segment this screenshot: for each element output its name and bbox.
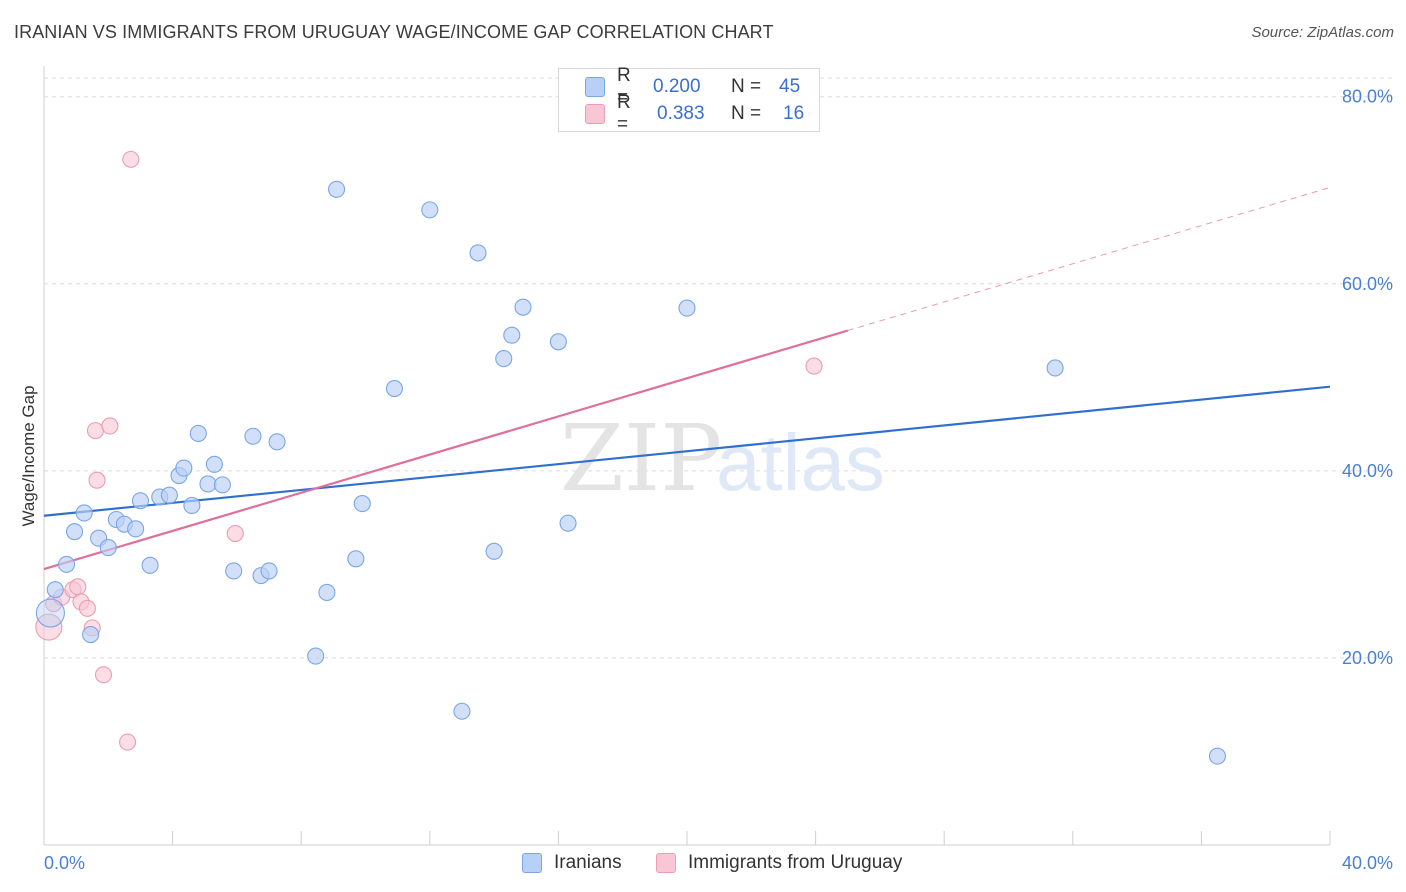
iranian-point (453, 702, 471, 720)
uruguay-point (101, 417, 119, 435)
iranian-point (318, 583, 336, 602)
legend-n-value: 45 (779, 76, 801, 97)
tick-labels: 20.0% 40.0% 60.0% 80.0% 0.0% 40.0% (44, 87, 1393, 873)
y-axis-label: Wage/Income Gap (19, 385, 38, 526)
legend-n-value: 16 (783, 103, 805, 124)
legend-row-iranians: R = 0.200 N = 45 (585, 65, 801, 108)
iranian-point (244, 427, 262, 445)
chart-source: Source: ZipAtlas.com (1251, 24, 1394, 41)
iranian-point (160, 486, 178, 504)
legend-r-value: 0.383 (657, 103, 705, 124)
iranian-point (260, 562, 278, 580)
chart-title: IRANIAN VS IMMIGRANTS FROM URUGUAY WAGE/… (14, 22, 774, 42)
iranian-point (131, 492, 149, 510)
legend-r-value: 0.200 (653, 76, 701, 97)
iranian-point (1046, 359, 1064, 377)
watermark-zip: ZIP (560, 405, 722, 512)
uruguay-point (119, 733, 137, 751)
iranian-point (385, 379, 403, 398)
iranian-point (559, 514, 577, 532)
uruguay-point (86, 422, 104, 440)
series-legend-uruguay: Immigrants from Uruguay (656, 852, 902, 874)
series-legend-iranians: Iranians (522, 852, 622, 874)
iranian-point (1208, 747, 1227, 765)
iranian-point (183, 496, 201, 515)
uruguay-trend-extension (847, 186, 1331, 332)
uruguay-point (78, 599, 96, 617)
uruguay-point (805, 357, 823, 375)
legend-row-uruguay: R = 0.383 N = 16 (585, 92, 805, 135)
iranian-point (485, 542, 503, 560)
iranian-point (141, 556, 159, 574)
iranian-point (57, 555, 76, 573)
x-tick-label: 0.0% (44, 853, 85, 873)
legend-n-label: N = (731, 103, 762, 124)
y-tick-label: 80.0% (1342, 87, 1393, 107)
watermark-atlas: atlas (716, 418, 885, 507)
series-swatch-iranians (522, 853, 542, 873)
x-tick-label: 40.0% (1342, 853, 1393, 873)
legend-swatch-uruguay (585, 104, 605, 124)
iranian-point (495, 350, 513, 368)
iranians-trend-line (43, 385, 1331, 517)
iranian-point (82, 625, 100, 644)
iranian-point (503, 326, 521, 344)
iranian-point (307, 647, 325, 665)
legend-r-label: R = (617, 65, 631, 108)
correlation-legend: R = 0.200 N = 45 R = 0.383 N = 16 (558, 65, 820, 135)
iranian-point (46, 581, 64, 599)
iranian-point (421, 201, 439, 219)
legend-swatch-iranians (585, 77, 605, 97)
iranian-point (353, 495, 371, 513)
iranian-point (75, 504, 93, 522)
iranian-point (268, 433, 286, 451)
iranian-points (35, 180, 1227, 765)
uruguay-trend-line (43, 329, 849, 571)
uruguay-point (88, 471, 106, 489)
trend-lines (43, 186, 1331, 571)
iranian-point (225, 562, 243, 580)
y-tick-label: 20.0% (1342, 648, 1393, 668)
iranian-point (347, 550, 365, 568)
iranian-point (189, 424, 207, 442)
uruguay-point (226, 524, 244, 543)
uruguay-point (69, 578, 87, 596)
legend-r-label: R = (617, 92, 631, 135)
iranian-point (199, 475, 217, 493)
iranian-point (205, 455, 223, 473)
iranian-point (328, 180, 346, 198)
iranian-point (127, 520, 145, 538)
iranian-point (99, 539, 117, 557)
iranian-point (213, 476, 231, 494)
axes (43, 66, 1331, 846)
iranian-point (678, 299, 696, 317)
uruguay-point (94, 666, 113, 684)
series-label-uruguay: Immigrants from Uruguay (688, 852, 903, 873)
series-label-iranians: Iranians (554, 852, 622, 873)
series-swatch-uruguay (656, 853, 676, 873)
iranian-point (549, 333, 567, 351)
uruguay-point (122, 150, 140, 168)
iranian-point (65, 523, 84, 541)
y-tick-label: 40.0% (1342, 461, 1393, 481)
legend-n-label: N = (731, 76, 762, 97)
iranian-point (514, 298, 532, 316)
y-tick-label: 60.0% (1342, 274, 1393, 294)
iranian-point (175, 459, 193, 477)
iranian-point (35, 598, 65, 628)
iranian-point (469, 244, 487, 262)
